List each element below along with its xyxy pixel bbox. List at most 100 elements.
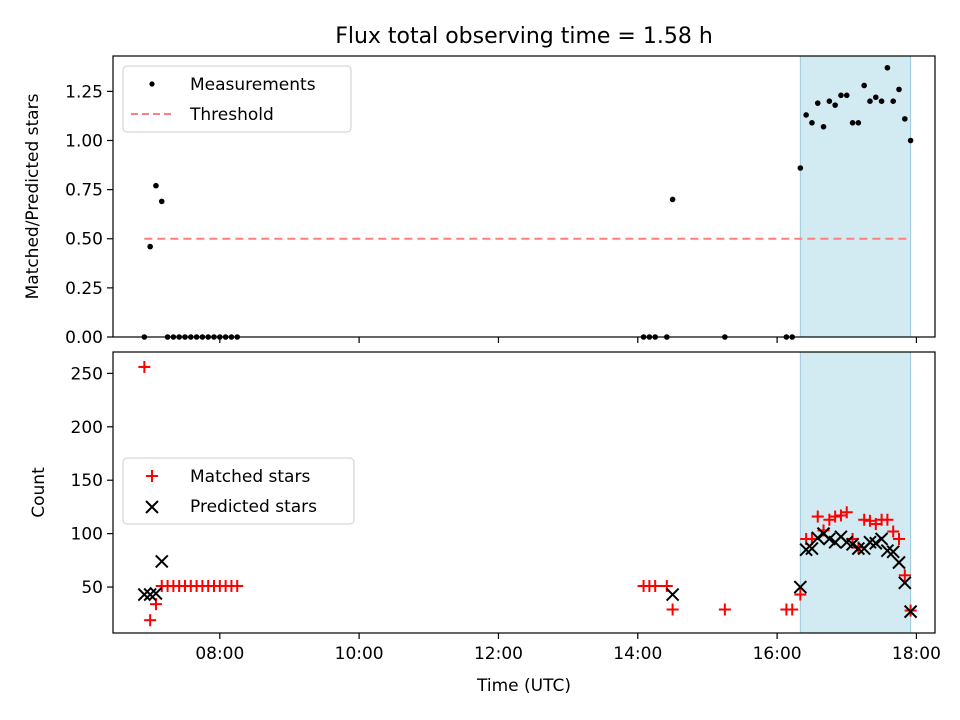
measurement-point	[872, 94, 879, 101]
legend-threshold-label: Threshold	[189, 105, 274, 125]
y-tick-label: 100	[71, 525, 103, 545]
predicted-star-stroke-b	[793, 580, 808, 594]
measurement-point	[878, 98, 885, 104]
matched-star-point	[786, 603, 799, 616]
measurement-point	[826, 98, 833, 104]
x-tick-label: 12:00	[474, 644, 523, 664]
top-panel: 0.00 0.25 0.50 0.75 1.00 1.25 Matched/Predict…	[23, 55, 936, 348]
legend-matched-marker	[146, 470, 158, 482]
matched-star-point	[829, 510, 842, 523]
measurement-point	[907, 137, 914, 144]
y-tick-label: 0.75	[65, 181, 103, 201]
y-tick-label: 1.25	[65, 82, 103, 102]
predicted-star-point	[793, 580, 808, 594]
predicted-star-point	[886, 545, 900, 559]
matched-star-point	[858, 513, 871, 526]
y-tick-label: 0.00	[65, 328, 103, 348]
legend-matched-label: Matched stars	[190, 467, 310, 487]
measurement-point	[902, 116, 908, 122]
matched-star-point	[231, 579, 244, 592]
matched-star-point	[881, 513, 894, 526]
top-highlight-span	[799, 55, 912, 338]
measurement-point	[832, 102, 838, 108]
measurement-point	[803, 112, 809, 118]
predicted-star-stroke-b	[863, 535, 877, 549]
measurement-point	[820, 123, 827, 130]
matched-star-point	[666, 603, 679, 616]
predicted-star-stroke-b	[845, 537, 860, 552]
bottom-y-axis-label: Count	[29, 467, 49, 518]
predicted-star-point	[903, 604, 918, 619]
measurement-point	[838, 92, 844, 99]
predicted-star-point	[811, 531, 825, 545]
x-tick-label: 16:00	[753, 644, 802, 664]
bottom-panel: 50 100 150 200 250 08:00 10:00 12:00 14:00 16:00 1…	[29, 351, 941, 696]
measurement-point	[884, 64, 891, 71]
y-tick-label: 0.50	[65, 230, 103, 250]
measurement-point	[153, 182, 159, 189]
predicted-star-point	[874, 532, 889, 546]
matched-star-point	[660, 579, 673, 592]
legend-predicted-marker	[145, 500, 159, 514]
x-tick-label: 08:00	[195, 644, 244, 664]
matched-star-point	[138, 360, 151, 373]
matched-star-point	[840, 506, 853, 519]
predicted-star-stroke-b	[869, 536, 883, 550]
matched-star-point	[898, 569, 911, 582]
matched-star-point	[794, 588, 807, 601]
x-axis-label: Time (UTC)	[476, 676, 571, 696]
predicted-star-stroke-b	[892, 555, 906, 570]
predicted-star-stroke-b	[805, 541, 819, 556]
y-tick-label: 150	[71, 471, 103, 491]
predicted-star-stroke-b	[886, 545, 900, 559]
measurement-point	[158, 198, 165, 205]
predicted-star-stroke-b	[822, 532, 837, 546]
predicted-star-point	[869, 536, 883, 550]
predicted-star-point	[137, 587, 152, 602]
y-tick-label: 1.00	[65, 131, 103, 151]
matched-star-point	[811, 510, 824, 523]
predicted-star-point	[898, 576, 912, 590]
measurement-point	[849, 120, 856, 126]
matched-star-point	[649, 579, 662, 592]
predicted-star-point	[892, 555, 906, 570]
matched-star-point	[887, 525, 900, 538]
measurement-point	[896, 86, 902, 93]
predicted-star-stroke-b	[874, 532, 889, 546]
measurement-point	[814, 100, 821, 106]
y-tick-label: 200	[71, 418, 103, 438]
measurement-point	[867, 98, 873, 104]
predicted-star-stroke-b	[898, 576, 912, 590]
measurement-point	[669, 196, 676, 203]
matched-star-point	[718, 603, 731, 616]
measurement-point	[797, 165, 804, 171]
matched-star-point	[893, 532, 906, 545]
predicted-star-stroke-b	[811, 531, 825, 545]
x-tick-label: 10:00	[335, 644, 384, 664]
predicted-star-stroke-b	[155, 554, 169, 569]
predicted-star-point	[845, 537, 860, 552]
predicted-star-point	[805, 541, 819, 556]
bottom-legend: Matched stars Predicted stars	[122, 457, 355, 525]
y-tick-label: 250	[71, 364, 103, 384]
x-tick-label: 18:00	[892, 644, 941, 664]
bot-highlight-span	[799, 351, 912, 634]
measurement-point	[861, 82, 867, 89]
legend-measurements-label: Measurements	[190, 75, 316, 95]
predicted-star-stroke-b	[840, 535, 854, 549]
y-tick-label: 50	[81, 578, 103, 598]
legend-predicted-label: Predicted stars	[190, 497, 317, 517]
chart-title: Flux total observing time = 1.58 h	[335, 24, 713, 49]
top-y-axis-label: Matched/Predicted stars	[23, 93, 43, 299]
bottom-plot-frame	[112, 351, 936, 634]
bottom-legend-box	[122, 457, 355, 525]
matched-star-point	[144, 614, 157, 627]
predicted-star-point	[665, 587, 680, 602]
measurement-point	[809, 120, 815, 126]
predicted-star-stroke-b	[851, 541, 866, 556]
top-legend: Measurements Threshold	[122, 65, 352, 133]
top-plot-frame	[112, 55, 936, 338]
top-legend-box	[122, 65, 352, 133]
measurement-point	[855, 120, 862, 126]
